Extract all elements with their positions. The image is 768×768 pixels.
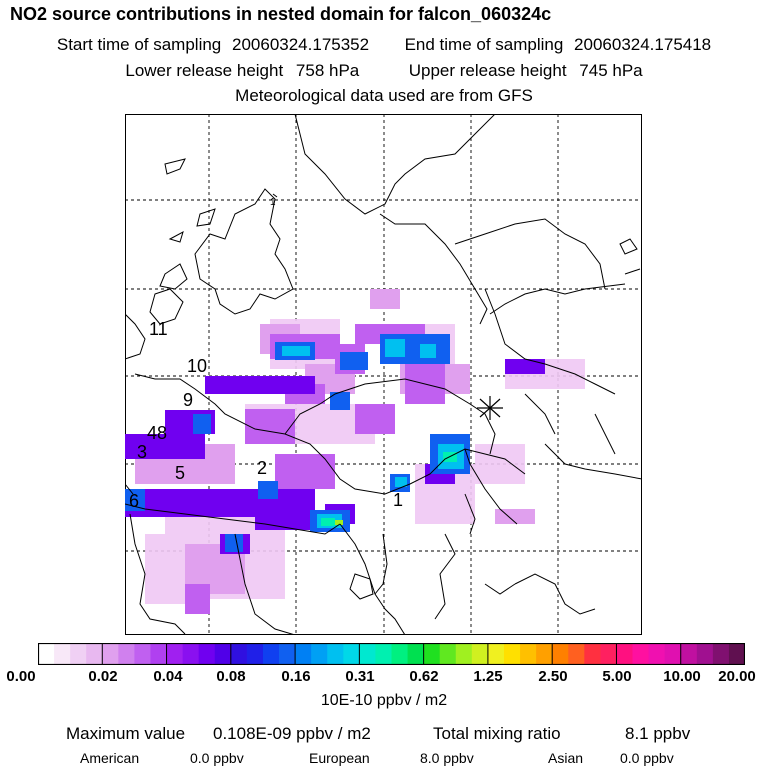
colorbar-swatch <box>680 643 698 665</box>
colorbar-tick: 1.25 <box>473 668 503 685</box>
colorbar-swatch <box>487 643 505 665</box>
colorbar-tick: 0.04 <box>153 668 183 685</box>
colorbar-swatch <box>327 643 344 665</box>
colorbar-swatch <box>439 643 457 665</box>
colorbar-swatch <box>616 643 634 665</box>
upper-label: Upper release height <box>408 61 567 80</box>
upper-value: 745 hPa <box>579 61 643 80</box>
coastlines <box>125 114 642 635</box>
contribution-map: 11 10 9 48 3 5 6 2 1 1 <box>125 114 642 635</box>
colorbar-swatch <box>471 643 489 665</box>
colorbar-swatch <box>246 643 264 665</box>
max-value: 0.108E-09 ppbv / m2 <box>213 724 371 743</box>
colorbar-swatch <box>166 643 184 665</box>
colorbar-swatch <box>54 643 71 665</box>
plot-title: NO2 source contributions in nested domai… <box>10 4 552 24</box>
colorbar-unit: 10E-10 ppbv / m2 <box>320 692 448 709</box>
colorbar-swatch <box>696 643 714 665</box>
colorbar-swatch <box>311 643 328 665</box>
lower-value: 758 hPa <box>295 61 360 80</box>
colorbar-border <box>38 643 745 665</box>
colorbar-swatch <box>520 643 537 665</box>
end-label: End time of sampling <box>404 35 564 54</box>
colorbar-swatch <box>728 643 745 665</box>
colorbar-tick: 2.50 <box>538 668 568 685</box>
colorbar-swatch <box>600 643 617 665</box>
colorbar-swatch <box>391 643 409 665</box>
colorbar-tick: 0.62 <box>409 668 439 685</box>
max-label: Maximum value <box>66 724 186 743</box>
traj-label-1a: 1 <box>393 490 403 510</box>
traj-label-11: 11 <box>149 319 168 339</box>
colorbar-swatch <box>38 643 55 665</box>
colorbar-swatch <box>295 643 312 665</box>
colorbar-tick: 0.16 <box>281 668 311 685</box>
star-marker <box>477 396 503 420</box>
colorbar <box>38 643 745 665</box>
colorbar-swatch <box>343 643 360 665</box>
start-value: 20060324.175352 <box>232 35 370 54</box>
colorbar-swatch <box>568 643 585 665</box>
colorbar-swatch <box>70 643 87 665</box>
colorbar-swatch <box>375 643 392 665</box>
asian-value: 0.0 ppbv <box>620 750 674 766</box>
colorbar-tick: 20.00 <box>718 668 756 685</box>
met-note: Meteorological data used are from GFS <box>235 86 533 105</box>
colorbar-swatch <box>359 643 376 665</box>
colorbar-swatch <box>182 643 200 665</box>
colorbar-ticks: 0.00 0.02 0.04 0.08 0.16 0.31 0.62 1.25 … <box>0 668 768 688</box>
colorbar-swatch <box>214 643 232 665</box>
end-value: 20060324.175418 <box>574 35 712 54</box>
colorbar-tick: 0.31 <box>345 668 375 685</box>
colorbar-swatch <box>664 643 682 665</box>
traj-label-3: 3 <box>137 442 147 462</box>
colorbar-swatch <box>86 643 103 665</box>
european-value: 8.0 ppbv <box>420 750 474 766</box>
traj-label-9: 9 <box>183 390 193 410</box>
colorbar-swatch <box>423 643 441 665</box>
start-label: Start time of sampling <box>56 35 222 54</box>
traj-label-5: 5 <box>175 463 185 483</box>
colorbar-swatch <box>648 643 666 665</box>
concentration-field <box>125 289 585 614</box>
american-label: American <box>80 750 140 766</box>
colorbar-swatch <box>198 643 216 665</box>
colorbar-swatch <box>102 643 119 665</box>
colorbar-tick: 10.00 <box>663 668 701 685</box>
traj-label-10: 10 <box>187 356 207 376</box>
colorbar-swatch <box>552 643 569 665</box>
total-label: Total mixing ratio <box>433 724 561 743</box>
traj-label-1b: 1 <box>270 197 276 208</box>
colorbar-swatch <box>407 643 425 665</box>
colorbar-swatch <box>632 643 650 665</box>
colorbar-tick: 0.00 <box>6 668 36 685</box>
colorbar-swatch <box>262 643 280 665</box>
colorbar-swatch <box>536 643 553 665</box>
colorbar-tick: 5.00 <box>602 668 632 685</box>
colorbar-swatch <box>279 643 296 665</box>
colorbar-swatch <box>150 643 168 665</box>
european-label: European <box>309 750 370 766</box>
colorbar-swatch <box>584 643 601 665</box>
release-height-row: Lower release height 758 hPa Upper relea… <box>0 61 768 81</box>
colorbar-tick: 0.02 <box>88 668 118 685</box>
colorbar-swatch <box>134 643 151 665</box>
colorbar-swatch <box>230 643 248 665</box>
asian-label: Asian <box>548 750 584 766</box>
traj-label-48: 48 <box>147 423 167 443</box>
traj-label-6: 6 <box>129 491 139 511</box>
total-value: 8.1 ppbv <box>625 724 691 743</box>
colorbar-swatch <box>503 643 521 665</box>
sampling-time-row: Start time of sampling 20060324.175352 E… <box>0 35 768 55</box>
traj-label-2: 2 <box>257 458 267 478</box>
colorbar-tick: 0.08 <box>216 668 246 685</box>
colorbar-swatch <box>118 643 135 665</box>
colorbar-swatch <box>455 643 473 665</box>
colorbar-swatch <box>712 643 730 665</box>
lower-label: Lower release height <box>125 61 284 80</box>
american-value: 0.0 ppbv <box>190 750 244 766</box>
